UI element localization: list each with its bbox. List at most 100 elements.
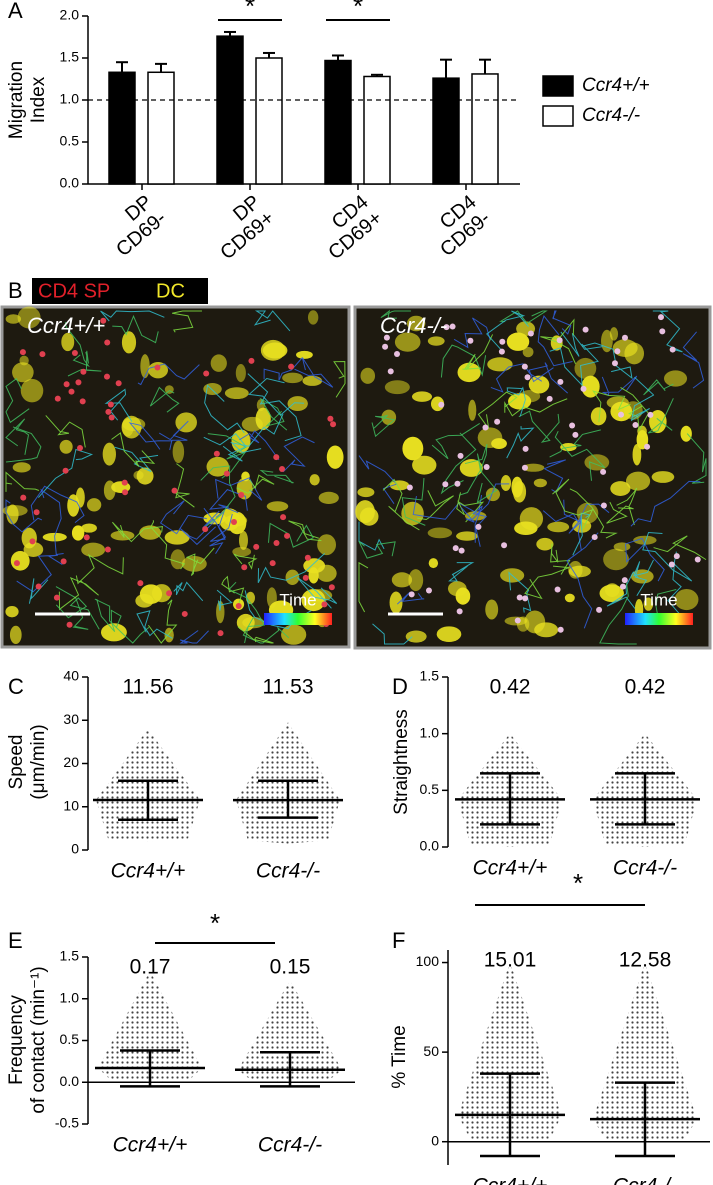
dc-cell	[9, 625, 22, 645]
y-axis-label: Migration	[6, 61, 27, 139]
cd4-cell	[75, 379, 82, 386]
cell-track	[630, 376, 655, 422]
cd4-cell	[137, 580, 144, 587]
dc-cell	[411, 391, 433, 402]
cell-track	[263, 357, 303, 381]
cd4-cell	[213, 450, 220, 457]
cd4-cell	[557, 378, 564, 385]
mean-label: 0.17	[130, 956, 171, 979]
legend-label: Ccr4-/-	[582, 105, 640, 126]
cd4-cell	[619, 583, 626, 590]
dc-cell	[381, 409, 397, 425]
cd4-cell	[554, 586, 561, 593]
cd4-cell	[382, 343, 389, 350]
cd4-cell	[457, 452, 464, 459]
cell-track	[288, 520, 322, 542]
legend-label: CD4 SP	[38, 280, 110, 302]
dc-cell	[61, 332, 75, 352]
dc-cell	[405, 630, 427, 643]
cd4-cell	[115, 380, 122, 387]
cell-track	[601, 375, 638, 396]
y-tick-label: 0.5	[420, 781, 440, 797]
y-tick-label: 0	[431, 1132, 439, 1148]
cell-track	[625, 537, 665, 582]
cell-track	[462, 334, 494, 371]
cell-track	[96, 598, 122, 633]
cell-track	[28, 578, 49, 604]
cell-track	[518, 410, 560, 443]
dc-cell	[427, 527, 453, 539]
cell-track	[380, 309, 411, 319]
cell-track	[5, 471, 40, 492]
dc-cell	[485, 487, 501, 502]
cell-track	[267, 522, 314, 548]
cd4-cell	[406, 484, 413, 491]
cd4-cell	[171, 487, 178, 494]
cell-track	[239, 430, 280, 461]
cell-track	[528, 362, 569, 394]
cd4-cell	[13, 560, 20, 567]
cell-track	[552, 478, 594, 529]
cd4-cell	[103, 373, 110, 380]
y-axis-label: Speed	[6, 735, 27, 790]
cd4-cell	[60, 558, 67, 565]
cell-track	[652, 310, 683, 353]
cell-track	[45, 415, 86, 448]
dc-cell	[633, 535, 657, 545]
dc-cell	[103, 480, 116, 501]
cell-track	[229, 413, 284, 454]
cell-track	[158, 420, 189, 451]
y-tick-label: 30	[63, 711, 79, 727]
cd4-cell	[644, 443, 651, 450]
cd4-cell	[494, 418, 501, 425]
micrograph	[353, 305, 712, 650]
cell-track	[686, 433, 707, 484]
cell-track	[94, 598, 150, 644]
cell-track	[294, 357, 334, 388]
cd4-cell	[522, 445, 529, 452]
cell-track	[599, 582, 637, 645]
cd4-cell	[449, 323, 456, 330]
cd4-cell	[288, 363, 295, 370]
bar	[216, 35, 244, 185]
y-tick-label: 40	[63, 668, 79, 684]
cd4-cell	[302, 574, 309, 581]
cd4-cell	[66, 621, 73, 628]
dc-cell	[359, 507, 379, 526]
dc-cell	[626, 471, 651, 491]
dot-cloud	[458, 962, 562, 1142]
cell-track	[453, 317, 491, 349]
cell-track	[486, 310, 529, 354]
y-tick-label: 0.0	[60, 175, 80, 191]
cd4-cell	[62, 467, 69, 474]
cd4-cell	[452, 545, 459, 552]
dc-cell	[590, 407, 607, 426]
cd4-cell	[521, 363, 528, 370]
cd4-cell	[524, 374, 531, 381]
y-axis-label: of contact (min⁻¹)	[28, 966, 49, 1113]
cd4-cell	[514, 617, 521, 624]
dc-cell	[485, 599, 499, 620]
cd4-cell	[107, 401, 114, 408]
significance-star: *	[245, 0, 255, 21]
dc-cell	[172, 440, 185, 464]
cell-track	[180, 507, 217, 546]
cd4-cell	[408, 591, 415, 598]
dc-cell	[245, 591, 255, 605]
bar	[108, 71, 136, 185]
mean-label: 0.15	[270, 956, 311, 979]
dc-cell	[238, 530, 248, 550]
dc-cell	[326, 445, 344, 469]
cd4-cell	[39, 351, 46, 358]
cell-track	[401, 478, 426, 526]
cell-track	[537, 315, 573, 367]
cell-track	[55, 597, 100, 630]
dc-cell	[175, 412, 197, 433]
cd4-cell	[71, 350, 78, 357]
dc-cell	[255, 407, 271, 431]
cd4-cell	[632, 422, 639, 429]
cell-track	[563, 499, 582, 551]
dc-cell	[456, 531, 478, 541]
dc-cell	[528, 375, 550, 394]
cell-track	[100, 310, 165, 322]
